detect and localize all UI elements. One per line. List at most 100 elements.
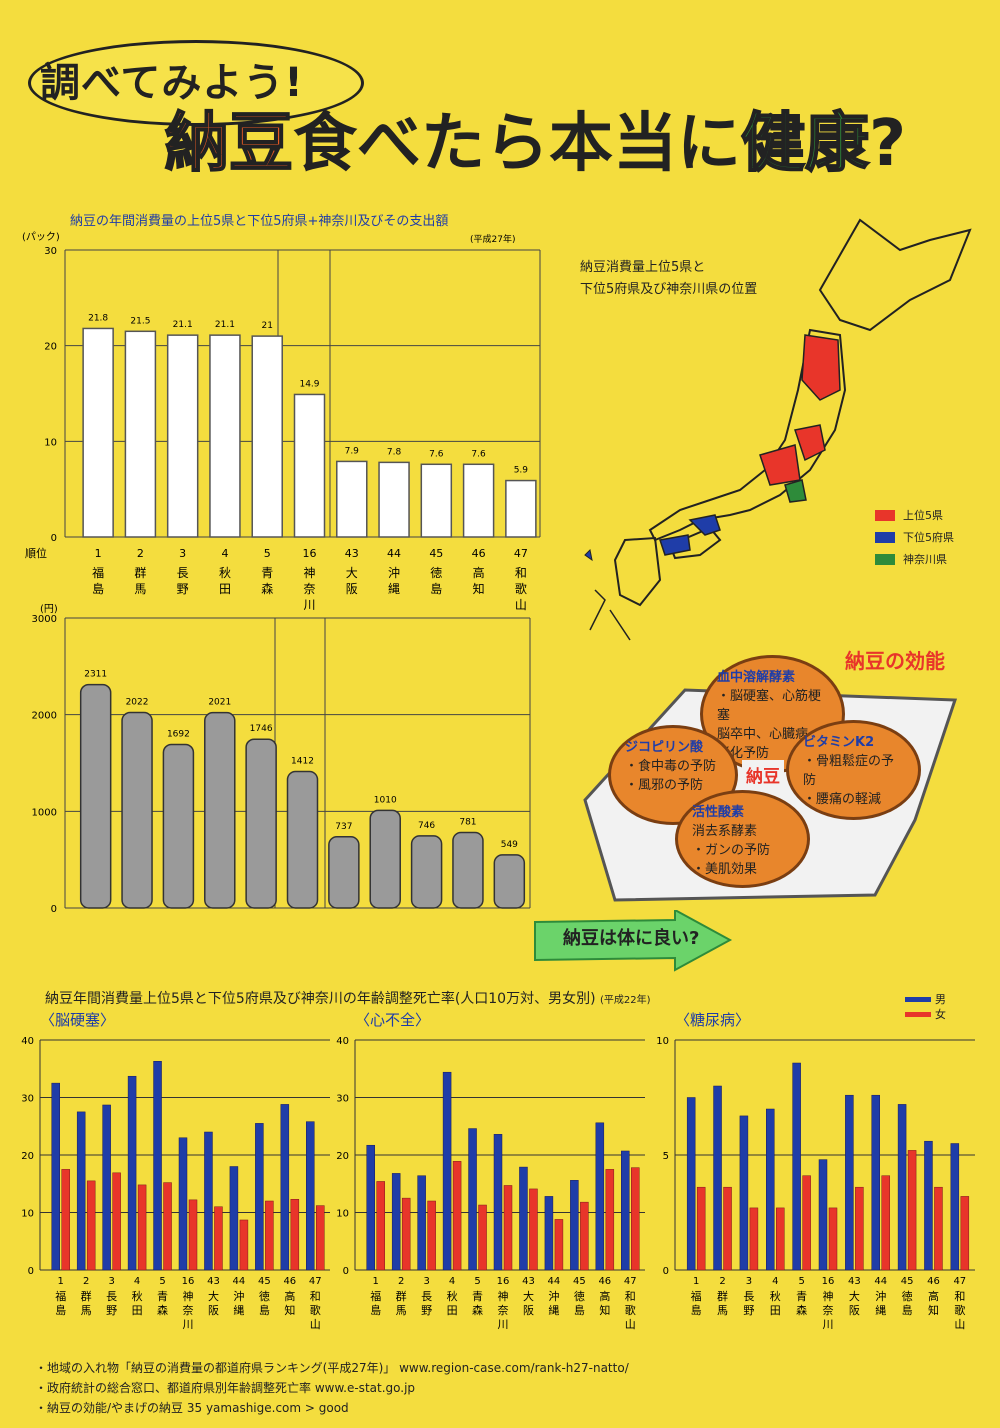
bar-value-label: 746 <box>418 821 435 831</box>
category-label: 高 <box>928 1289 939 1303</box>
legend-label: 神奈川県 <box>903 553 947 566</box>
effect-line: ・ガンの予防 <box>692 843 771 858</box>
rank-tick: 47 <box>514 547 528 560</box>
category-label: 田 <box>219 582 231 596</box>
y-tick-label: 30 <box>336 1094 349 1105</box>
y-tick-label: 20 <box>44 342 57 353</box>
category-label: 群 <box>396 1289 407 1303</box>
category-label: 馬 <box>81 1304 92 1317</box>
y-tick-label: 30 <box>44 246 57 257</box>
category-label: 神 <box>303 566 315 580</box>
okinawa-region <box>584 548 593 562</box>
bar-value-label: 549 <box>501 840 518 850</box>
natto-pack-bar <box>505 479 537 538</box>
category-label: 縄 <box>233 1303 244 1317</box>
legend-label: 下位5府県 <box>903 531 954 544</box>
coin-stack-bar <box>286 770 319 909</box>
bar-value-label: 2021 <box>208 698 231 708</box>
female-bar <box>723 1186 732 1271</box>
category-label: 歌 <box>954 1303 965 1317</box>
category-label: 歌 <box>515 581 527 596</box>
effect-antioxidant: 活性酸素 消去系酵素 ・ガンの予防 ・美肌効果 <box>675 790 810 888</box>
coin-stack-bar <box>79 683 112 909</box>
male-bar <box>204 1131 213 1271</box>
category-label: 大 <box>346 566 358 580</box>
bar-value-label: 781 <box>459 818 476 828</box>
male-bar <box>102 1104 111 1271</box>
bar-value-label: 14.9 <box>299 379 319 389</box>
coin-stack-bar <box>121 711 153 909</box>
male-bar <box>897 1104 907 1271</box>
mortality-charts: 〈脳硬塞〉0102030401福島2群馬3長野4秋田5青森16神奈川43大阪44… <box>21 1011 975 1331</box>
legend-label: 女 <box>935 1008 946 1021</box>
category-label: 長 <box>743 1290 754 1303</box>
female-bar <box>214 1206 223 1271</box>
rank-tick: 44 <box>233 1276 246 1287</box>
category-label: 奈 <box>183 1303 194 1317</box>
category-label: 沖 <box>875 1290 886 1303</box>
rank-tick: 5 <box>159 1276 165 1287</box>
effect-line: ・骨粗鬆症の予防 <box>803 754 895 788</box>
male-bar <box>595 1122 605 1271</box>
category-label: 秋 <box>219 566 231 580</box>
female-bar <box>188 1199 198 1271</box>
category-label: 阪 <box>849 1303 860 1317</box>
rank-tick: 47 <box>953 1276 966 1287</box>
category-label: 馬 <box>717 1304 728 1317</box>
effect-line: 脳卒中、心臓病、 <box>717 727 822 742</box>
bubble-text: 調べてみよう! <box>40 60 304 106</box>
rank-tick: 45 <box>573 1276 586 1287</box>
category-label: 群 <box>134 566 146 580</box>
legend-label: 上位5県 <box>903 509 943 522</box>
female-bar <box>749 1207 759 1271</box>
y-tick-label: 0 <box>663 1266 669 1277</box>
rank-tick: 3 <box>746 1276 752 1287</box>
coin-stack-bar <box>162 743 195 909</box>
sources: ・地域の入れ物「納豆の消費量の都道府県ランキング(平成27年)」 www.reg… <box>35 1358 629 1418</box>
rank-tick: 1 <box>373 1276 379 1287</box>
bar-value-label: 21 <box>262 321 273 331</box>
mortality-note: (平成22年) <box>600 995 651 1006</box>
y-tick-label: 10 <box>21 1209 34 1220</box>
bar-value-label: 1746 <box>250 724 273 734</box>
effect-head: ビタミンK2 <box>803 735 875 750</box>
male-bar <box>178 1137 188 1271</box>
category-label: 福 <box>92 565 104 580</box>
category-label: 秋 <box>132 1289 143 1303</box>
category-label: 野 <box>421 1304 432 1317</box>
category-label: 群 <box>717 1289 728 1303</box>
category-label: 知 <box>284 1303 295 1317</box>
category-label: 歌 <box>310 1303 321 1317</box>
category-label: 山 <box>515 598 527 612</box>
rank-tick: 46 <box>598 1276 611 1287</box>
natto-pack-bar <box>336 460 368 538</box>
source-line: ・納豆の効能/やまげの納豆 35 yamashige.com > good <box>35 1401 349 1415</box>
bar-value-label: 21.1 <box>173 320 193 330</box>
y-tick-label: 2000 <box>32 711 57 722</box>
y-tick-label: 0 <box>51 533 57 544</box>
legend-swatch <box>875 509 895 521</box>
panel-subtitle: 〈心不全〉 <box>355 1011 430 1029</box>
rank-tick: 4 <box>221 547 228 560</box>
category-label: 縄 <box>548 1303 559 1317</box>
male-bar <box>306 1121 315 1271</box>
category-label: 山 <box>625 1318 636 1331</box>
female-bar <box>907 1150 917 1271</box>
category-label: 野 <box>177 582 189 596</box>
coin-stack-bar <box>452 831 484 909</box>
female-bar <box>776 1207 785 1271</box>
category-label: 福 <box>691 1289 702 1303</box>
male-bar <box>391 1173 401 1271</box>
category-label: 長 <box>421 1290 432 1303</box>
speech-bubble <box>28 40 364 126</box>
bar-value-label: 1412 <box>291 757 314 767</box>
category-label: 青 <box>261 566 273 580</box>
male-bar <box>739 1115 749 1271</box>
rank-tick: 46 <box>927 1276 940 1287</box>
y-tick-label: 20 <box>21 1151 34 1162</box>
category-label: 奈 <box>303 582 315 596</box>
coin-stack-bar <box>328 836 360 909</box>
effect-head: 活性酸素 <box>692 805 745 820</box>
category-label: 高 <box>599 1289 610 1303</box>
bar-value-label: 21.8 <box>88 313 108 323</box>
